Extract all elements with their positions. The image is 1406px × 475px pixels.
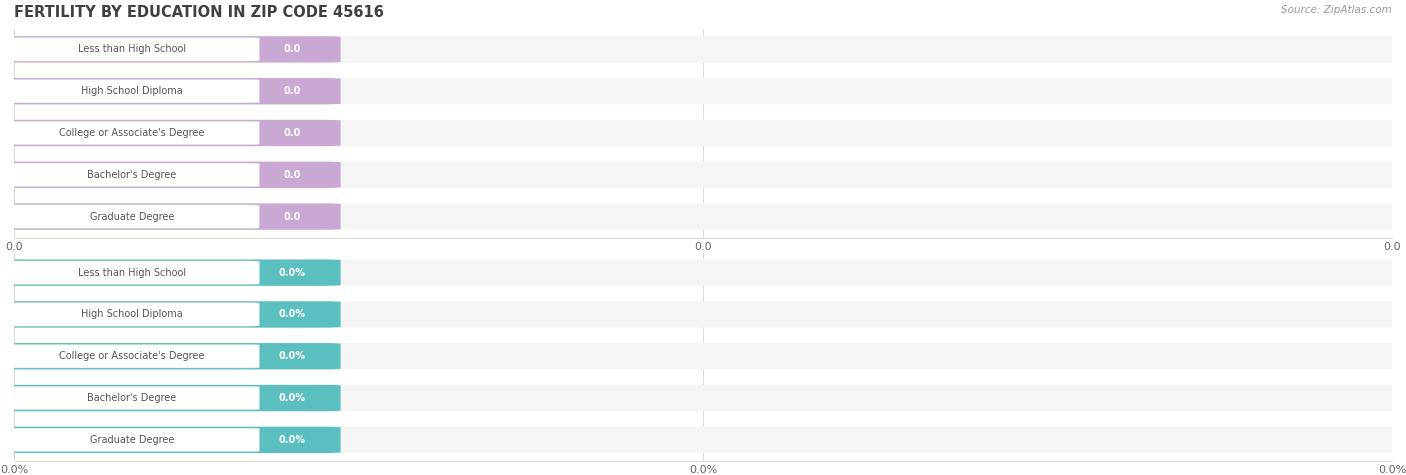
Text: Less than High School: Less than High School	[77, 44, 186, 55]
FancyBboxPatch shape	[0, 427, 340, 453]
Text: 0.0: 0.0	[284, 86, 301, 96]
FancyBboxPatch shape	[0, 162, 1406, 188]
FancyBboxPatch shape	[0, 385, 340, 411]
Text: 0.0%: 0.0%	[278, 393, 307, 403]
Text: Graduate Degree: Graduate Degree	[90, 435, 174, 445]
FancyBboxPatch shape	[4, 121, 259, 145]
FancyBboxPatch shape	[4, 163, 259, 187]
FancyBboxPatch shape	[0, 343, 340, 370]
FancyBboxPatch shape	[4, 38, 259, 61]
Text: 0.0: 0.0	[284, 211, 301, 222]
FancyBboxPatch shape	[0, 36, 1406, 63]
Text: 0.0%: 0.0%	[278, 351, 307, 361]
Text: 0.0: 0.0	[284, 44, 301, 55]
Text: High School Diploma: High School Diploma	[82, 309, 183, 320]
Text: 0.0%: 0.0%	[278, 435, 307, 445]
FancyBboxPatch shape	[0, 259, 340, 286]
FancyBboxPatch shape	[0, 427, 1406, 453]
FancyBboxPatch shape	[0, 203, 340, 230]
FancyBboxPatch shape	[0, 162, 340, 188]
Text: Bachelor's Degree: Bachelor's Degree	[87, 170, 177, 180]
Text: Less than High School: Less than High School	[77, 267, 186, 278]
FancyBboxPatch shape	[0, 203, 1406, 230]
FancyBboxPatch shape	[4, 428, 259, 452]
Text: 0.0%: 0.0%	[278, 309, 307, 320]
FancyBboxPatch shape	[4, 303, 259, 326]
FancyBboxPatch shape	[0, 301, 1406, 328]
Text: Source: ZipAtlas.com: Source: ZipAtlas.com	[1281, 5, 1392, 15]
Text: 0.0: 0.0	[284, 170, 301, 180]
FancyBboxPatch shape	[4, 79, 259, 103]
FancyBboxPatch shape	[4, 386, 259, 410]
Text: College or Associate's Degree: College or Associate's Degree	[59, 351, 204, 361]
FancyBboxPatch shape	[0, 120, 1406, 146]
Text: High School Diploma: High School Diploma	[82, 86, 183, 96]
FancyBboxPatch shape	[0, 385, 1406, 411]
FancyBboxPatch shape	[0, 301, 340, 328]
FancyBboxPatch shape	[4, 344, 259, 368]
FancyBboxPatch shape	[0, 36, 340, 63]
FancyBboxPatch shape	[4, 261, 259, 285]
FancyBboxPatch shape	[0, 120, 340, 146]
FancyBboxPatch shape	[0, 259, 1406, 286]
FancyBboxPatch shape	[0, 343, 1406, 370]
Text: College or Associate's Degree: College or Associate's Degree	[59, 128, 204, 138]
Text: FERTILITY BY EDUCATION IN ZIP CODE 45616: FERTILITY BY EDUCATION IN ZIP CODE 45616	[14, 5, 384, 20]
Text: 0.0: 0.0	[284, 128, 301, 138]
FancyBboxPatch shape	[0, 78, 1406, 104]
Text: Graduate Degree: Graduate Degree	[90, 211, 174, 222]
FancyBboxPatch shape	[4, 205, 259, 228]
Text: 0.0%: 0.0%	[278, 267, 307, 278]
FancyBboxPatch shape	[0, 78, 340, 104]
Text: Bachelor's Degree: Bachelor's Degree	[87, 393, 177, 403]
